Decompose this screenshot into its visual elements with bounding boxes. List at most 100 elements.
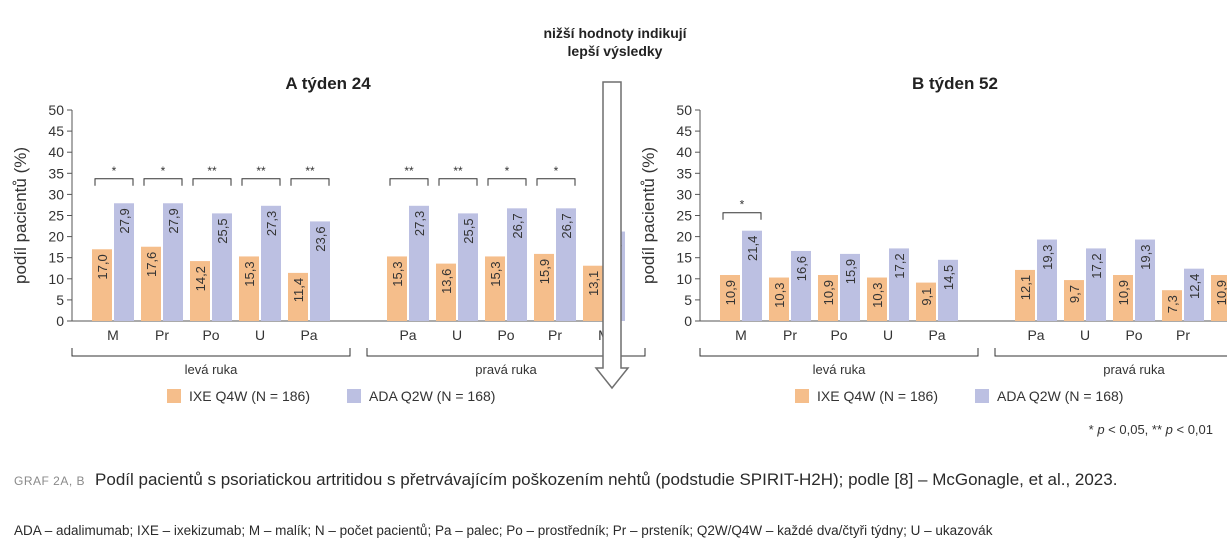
bar-ada (840, 253, 860, 321)
bar-ixe (1162, 290, 1182, 321)
bar-value-label: 9,1 (919, 288, 934, 306)
bar-ixe (288, 272, 308, 321)
x-tick-label: U (452, 327, 462, 343)
significance-marker: ** (207, 164, 217, 178)
bar-ixe (534, 253, 554, 321)
bar-value-label: 15,9 (537, 259, 552, 284)
down-arrow-shape (594, 81, 630, 390)
y-tick-label: 50 (48, 102, 64, 118)
y-tick-label: 0 (684, 313, 692, 329)
x-tick-label: U (255, 327, 265, 343)
x-tick-label: M (107, 327, 119, 343)
y-tick-label: 45 (676, 123, 692, 139)
bar-ada (889, 248, 909, 321)
bar-value-label: 13,1 (586, 271, 601, 296)
direction-note-line1: nižší hodnoty indikují (543, 25, 687, 41)
group-bracket (699, 348, 979, 357)
bar-value-label: 10,9 (723, 280, 738, 305)
bar-ada (556, 208, 576, 321)
group-bracket (994, 348, 1227, 357)
bar-value-label: 17,0 (95, 254, 110, 279)
abbreviations: ADA – adalimumab; IXE – ixekizumab; M – … (14, 523, 993, 538)
legend-label-ada: ADA Q2W (N = 168) (997, 388, 1123, 404)
legend-label-ixe: IXE Q4W (N = 186) (189, 388, 310, 404)
bar-ada (409, 205, 429, 321)
significance-marker: * (740, 198, 745, 212)
bar-ixe (720, 275, 740, 321)
bar-ada (114, 203, 134, 321)
chart-panel-b: B týden 52 podíl pacientů (%) 0 5 10 15 20 25 30… (639, 74, 1227, 404)
bar-ixe (916, 282, 936, 321)
bar-ixe (387, 256, 407, 321)
significance-marker: ** (256, 164, 266, 178)
significance-marker: * (554, 164, 559, 178)
y-tick-label: 45 (48, 123, 64, 139)
bar-ixe (436, 263, 456, 321)
group-label: pravá ruka (1103, 362, 1165, 377)
bar-value-label: 14,2 (193, 266, 208, 291)
x-tick-label: Pa (300, 327, 317, 343)
bar-value-label: 15,3 (390, 261, 405, 286)
bar-ada (507, 208, 527, 321)
bar-ada (1135, 239, 1155, 321)
footnote-p-symbol: p (1165, 422, 1173, 437)
legend-swatch-ada (975, 389, 989, 403)
x-tick-label: Po (830, 327, 847, 343)
bar-ixe (1113, 275, 1133, 321)
bar-value-label: 10,9 (1214, 280, 1227, 305)
caption-text: Podíl pacientů s psoriatickou artritidou… (95, 470, 1118, 489)
x-tick-label: Pr (155, 327, 169, 343)
bar-value-label: 25,5 (215, 218, 230, 243)
bar-value-label: 11,4 (291, 278, 306, 302)
bar-value-label: 27,3 (264, 211, 279, 236)
bar-ixe (485, 256, 505, 321)
significance-marker: ** (305, 164, 315, 178)
significance-marker: ** (404, 164, 414, 178)
footnote-part: < 0,05, ** (1104, 422, 1166, 437)
y-axis-label: podíl pacientů (%) (639, 147, 658, 284)
x-tick-label: Pr (1176, 327, 1190, 343)
bar-ada (163, 203, 183, 321)
significance-bracket (438, 178, 478, 186)
figure-canvas: A týden 24 podíl pacientů (%) 0 5 10 15 20 25 30… (11, 74, 1227, 404)
y-tick-label: 30 (48, 186, 64, 202)
y-tick-label: 10 (676, 271, 692, 287)
bar-value-label: 21,4 (745, 236, 760, 261)
direction-note-line2: lepší výsledky (567, 43, 663, 59)
footnote-part: * (1088, 422, 1098, 437)
y-tick-label: 40 (676, 144, 692, 160)
group-bracket (71, 348, 351, 357)
y-axis-label: podíl pacientů (%) (11, 147, 30, 284)
y-tick-label: 20 (676, 229, 692, 245)
legend-label-ixe: IXE Q4W (N = 186) (817, 388, 938, 404)
footnote-part: < 0,01 (1172, 422, 1213, 437)
bar-value-label: 10,3 (772, 283, 787, 308)
y-tick-label: 40 (48, 144, 64, 160)
group-bracket (366, 348, 646, 357)
chart-title: B týden 52 (912, 74, 998, 93)
y-tick-label: 35 (48, 165, 64, 181)
bar-value-label: 15,3 (242, 261, 257, 286)
y-tick-label: 50 (676, 102, 692, 118)
bar-value-label: 10,9 (821, 280, 836, 305)
bar-value-label: 19,3 (1040, 245, 1055, 270)
group-label: levá ruka (813, 362, 867, 377)
bar-value-label: 7,3 (1165, 295, 1180, 313)
figure-caption: GRAF 2A, B Podíl pacientů s psoriatickou … (14, 468, 1219, 493)
bar-value-label: 13,6 (439, 269, 454, 294)
bar-value-label: 17,2 (892, 253, 907, 278)
direction-note: nižší hodnoty indikují lepší výsledky (530, 24, 700, 60)
significance-bracket (389, 178, 429, 186)
group-label: levá ruka (185, 362, 239, 377)
x-tick-label: U (1080, 327, 1090, 343)
x-tick-label: Po (497, 327, 514, 343)
footnote-p-symbol: p (1097, 422, 1105, 437)
bar-ada (261, 205, 281, 321)
bar-value-label: 12,1 (1018, 275, 1033, 300)
bar-ixe (92, 249, 112, 321)
bar-ada (938, 259, 958, 321)
bar-ada (458, 213, 478, 321)
significance-bracket (536, 178, 576, 186)
caption-label: GRAF 2A, B (14, 474, 86, 488)
bar-value-label: 15,9 (843, 259, 858, 284)
